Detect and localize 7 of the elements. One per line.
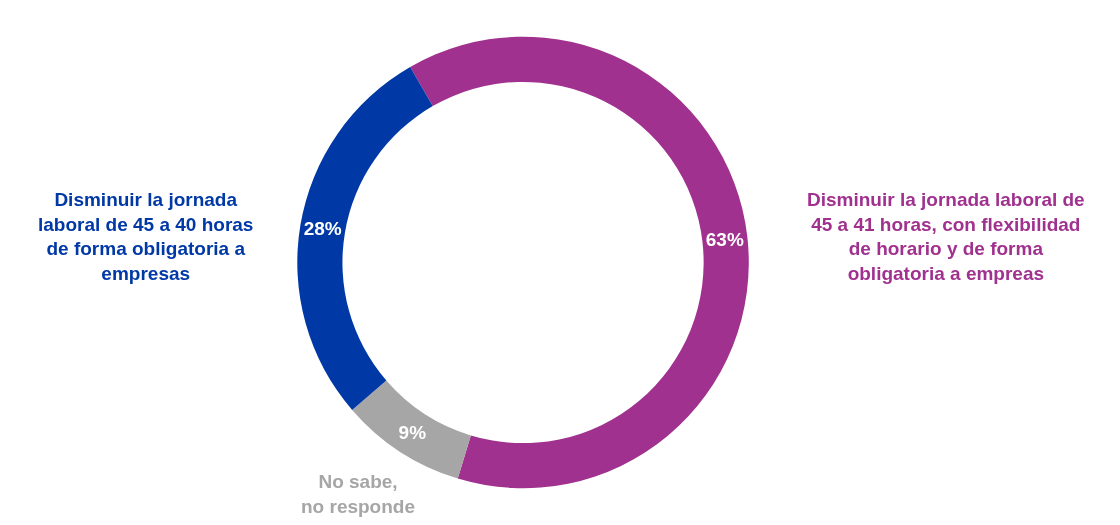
data-label: 9% (398, 422, 427, 444)
slice-label: No sabe, no responde (301, 471, 416, 517)
slice-label: Disminuir la jornada laboral de 45 a 40 horas de forma obligatoria a empresas (38, 189, 254, 285)
donut-slice (297, 66, 433, 411)
data-label: 63% (705, 228, 744, 250)
slice-label: Disminuir la jornada laboral de 45 a 41 horas, con flexibilidad de horario y de forma obligatoria a empreas (807, 189, 1085, 285)
data-label: 28% (303, 218, 342, 240)
